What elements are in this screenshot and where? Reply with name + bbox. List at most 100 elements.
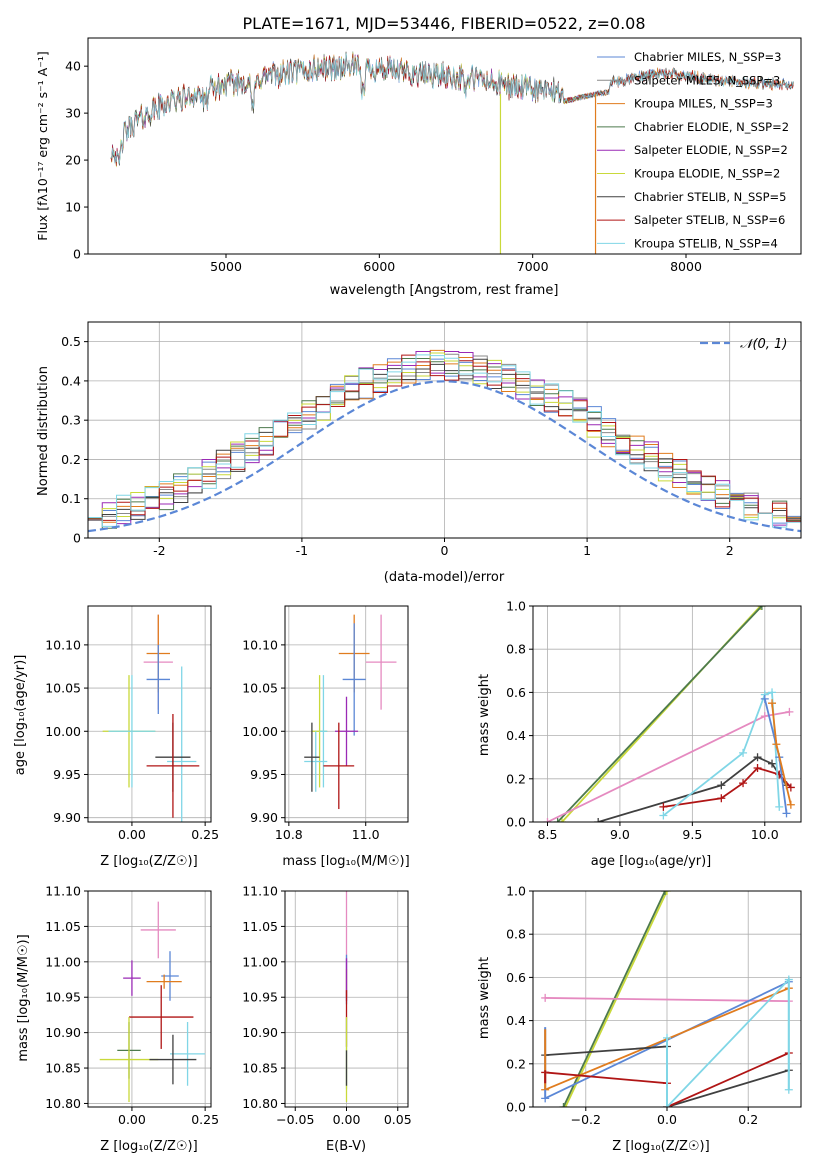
plot-marks [102, 614, 200, 822]
age-vs-metallicity-ylabel: age [log₁₀(age/yr)] [13, 655, 28, 776]
x-tick-label: 0.25 [191, 827, 219, 842]
y-tick-label: 40 [65, 59, 81, 74]
spectrum-xlabel: wavelength [Angstrom, rest frame] [330, 283, 559, 298]
y-tick-label: 0.8 [506, 642, 526, 657]
y-tick-label: 9.90 [250, 810, 278, 825]
spectrum-ylabel: Flux [fλ10⁻¹⁷ erg cm⁻² s⁻¹ A⁻¹] [35, 51, 50, 240]
errorbar-point [342, 623, 366, 736]
weight-vs-metallicity-xlabel: Z [log₁₀(Z/Z☉)] [612, 1139, 709, 1154]
x-tick-label: 5000 [210, 259, 242, 274]
mass-weight-marker [775, 802, 784, 811]
x-tick-label: 1 [583, 543, 591, 558]
x-tick-label: 0.2 [738, 1112, 758, 1127]
mass-weight-marker [786, 800, 795, 809]
x-tick-label: 8.5 [538, 827, 558, 842]
legend-entry: Chabrier MILES, N_SSP=3 [634, 50, 781, 64]
y-tick-label: 0.2 [61, 452, 81, 467]
y-tick-label: 10.05 [45, 681, 81, 696]
legend-entry: Kroupa STELIB, N_SSP=4 [634, 236, 778, 250]
y-tick-label: 10.80 [242, 1096, 278, 1111]
spectrum-plot-area: 5000 6000 7000 8000 0 10 20 30 40 Chabrier MILES,… [65, 37, 802, 274]
mass-weight-marker [760, 694, 769, 703]
age-vs-mass-xlabel: mass [log₁₀(M/M☉)] [282, 854, 409, 869]
axis: 8.5 9.0 9.5 10.0 0.0 0.2 0.4 0.6 0.8 1.0 [506, 599, 802, 842]
y-tick-label: 0.1 [61, 491, 81, 506]
mass-weight-marker [594, 818, 603, 822]
legend-entry: Kroupa MILES, N_SSP=3 [634, 97, 773, 111]
y-tick-label: 10 [65, 200, 81, 215]
weight-vs-age-panel: 8.5 9.0 9.5 10.0 0.0 0.2 0.4 0.6 0.8 1.0 age [log… [477, 599, 802, 869]
x-tick-label: 6000 [363, 259, 395, 274]
y-tick-label: 9.95 [53, 767, 81, 782]
residuals-xlabel: (data-model)/error [384, 570, 505, 585]
axes-frame [87, 37, 802, 255]
residual-histogram [88, 358, 801, 522]
mass-weight-marker [541, 993, 550, 1002]
mass-weight-marker [559, 1103, 568, 1107]
residual-histogram [88, 350, 801, 526]
plot-marks [541, 891, 793, 1107]
y-tick-label: 0.4 [506, 1013, 526, 1028]
age-vs-mass-panel: 10.8 11.0 9.90 9.95 10.00 10.05 10.10 mass [lo… [242, 605, 410, 869]
weight-vs-metallicity-panel: −0.2 0.0 0.2 0.0 0.2 0.4 0.6 0.8 1.0 Z [log₁₀(Z/… [477, 884, 802, 1154]
mass-weight-marker [786, 783, 795, 792]
y-tick-label: 10.85 [242, 1061, 278, 1076]
x-tick-label: −0.2 [571, 1112, 601, 1127]
mass-weight-marker [772, 740, 781, 749]
mass-weight-marker [739, 748, 748, 757]
plot-marks [543, 606, 795, 822]
errorbar-point [319, 675, 328, 788]
weight-vs-metallicity-plot-area: −0.2 0.0 0.2 0.0 0.2 0.4 0.6 0.8 1.0 [506, 884, 802, 1127]
y-tick-label: 10.05 [242, 681, 278, 696]
plot-marks [304, 614, 397, 810]
plot-marks [88, 349, 801, 533]
y-tick-label: 11.05 [242, 919, 278, 934]
mass-weight-marker [543, 818, 552, 822]
x-tick-label: 0.0 [657, 1112, 677, 1127]
errorbar-point [304, 722, 320, 792]
x-tick-label: -1 [296, 543, 308, 558]
mass-vs-metallicity-plot-area: 0.00 0.25 10.80 10.85 10.90 10.95 11.00 11.05 11… [45, 884, 219, 1128]
x-tick-label: 9.5 [682, 827, 702, 842]
y-tick-label: 10.85 [45, 1061, 81, 1076]
legend-entry: Kroupa ELODIE, N_SSP=2 [634, 167, 780, 181]
x-tick-label: 0.00 [118, 827, 146, 842]
axis: −0.05 0.00 0.05 10.80 10.85 10.90 10.95 11.00 11… [242, 884, 411, 1128]
axis: 10.8 11.0 9.90 9.95 10.00 10.05 10.10 [242, 605, 409, 842]
y-tick-label: 10.00 [45, 724, 81, 739]
mass-weight-marker [768, 759, 777, 768]
errorbar-point [123, 960, 141, 996]
grid [88, 890, 211, 1107]
axes-frame [87, 605, 212, 823]
age-vs-metallicity-plot-area: 0.00 0.25 9.90 9.95 10.00 10.05 10.10 [45, 605, 219, 842]
mass-weight-marker [757, 606, 766, 610]
y-tick-label: 11.00 [242, 954, 278, 969]
y-tick-label: 11.05 [45, 919, 81, 934]
plot-marks [99, 901, 206, 1103]
residuals-panel: -2 -1 0 1 2 0 0.1 0.2 0.3 0.4 0.5 𝒩(0, 1) (data-mod… [36, 321, 802, 585]
y-tick-label: 0.2 [506, 771, 526, 786]
mass-weight-line [556, 606, 763, 822]
residual-histogram [88, 354, 801, 522]
mass-vs-metallicity-panel: 0.00 0.25 10.80 10.85 10.90 10.95 11.00 11.05 11… [16, 884, 219, 1155]
grid [88, 606, 211, 822]
y-tick-label: 0.0 [506, 815, 526, 830]
axis: −0.2 0.0 0.2 0.0 0.2 0.4 0.6 0.8 1.0 [506, 884, 802, 1127]
x-tick-label: 10.0 [751, 827, 779, 842]
y-tick-label: 10.95 [242, 990, 278, 1005]
mass-weight-marker [785, 707, 794, 716]
y-tick-label: 30 [65, 106, 81, 121]
x-tick-label: 11.0 [352, 827, 380, 842]
x-tick-label: 0.00 [333, 1112, 361, 1127]
errorbar-point [304, 731, 328, 792]
errorbar-point [108, 675, 156, 788]
mass-vs-extinction-plot-area: −0.05 0.00 0.05 10.80 10.85 10.90 10.95 11.00 11… [242, 884, 411, 1128]
legend-entry: 𝒩(0, 1) [740, 337, 787, 352]
errorbar-point [323, 722, 355, 810]
plot-marks [110, 51, 794, 254]
mass-weight-marker [659, 802, 668, 811]
errorbar-point [140, 901, 176, 959]
errorbar-point [146, 644, 170, 714]
errorbar-point [170, 1022, 206, 1086]
